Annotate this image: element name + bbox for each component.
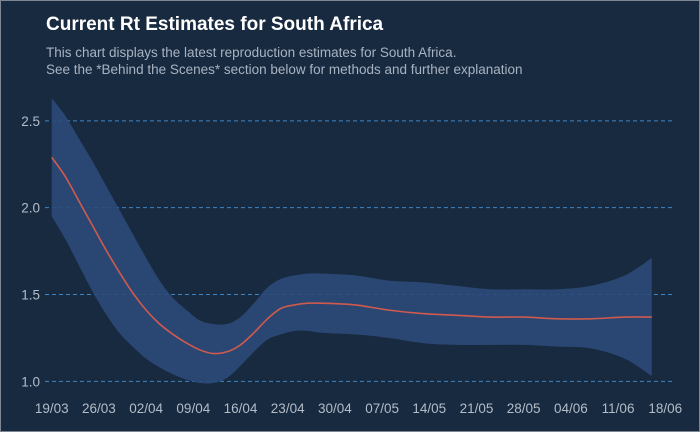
y-axis-labels: 1.0 1.5 2.0 2.5 [21, 114, 40, 389]
x-tick-label: 18/06 [648, 401, 682, 416]
x-tick-label: 02/04 [129, 401, 163, 416]
x-tick-label: 26/03 [82, 401, 116, 416]
x-tick-label: 09/04 [176, 401, 210, 416]
y-tick-label: 1.5 [21, 287, 40, 302]
chart-subtitle: This chart displays the latest reproduct… [46, 44, 523, 78]
y-tick-label: 2.5 [21, 114, 40, 129]
subtitle-line-1: This chart displays the latest reproduct… [46, 45, 457, 60]
x-tick-label: 21/05 [460, 401, 494, 416]
x-tick-label: 23/04 [271, 401, 305, 416]
rt-estimate-line [51, 156, 652, 355]
x-tick-label: 07/05 [365, 401, 399, 416]
confidence-band [51, 98, 652, 384]
subtitle-line-2: See the *Behind the Scenes* section belo… [46, 62, 523, 77]
x-tick-label: 14/05 [412, 401, 446, 416]
x-tick-label: 11/06 [602, 401, 635, 416]
y-tick-label: 1.0 [21, 374, 40, 389]
x-tick-label: 04/06 [554, 401, 588, 416]
x-tick-label: 16/04 [224, 401, 258, 416]
x-tick-label: 28/05 [507, 401, 541, 416]
chart-title: Current Rt Estimates for South Africa [46, 14, 384, 35]
x-tick-label: 19/03 [35, 401, 69, 416]
x-tick-label: 30/04 [318, 401, 352, 416]
x-axis-labels: 19/03 26/03 02/04 09/04 16/04 23/04 30/04 07/05… [35, 401, 682, 416]
y-tick-label: 2.0 [21, 201, 40, 216]
